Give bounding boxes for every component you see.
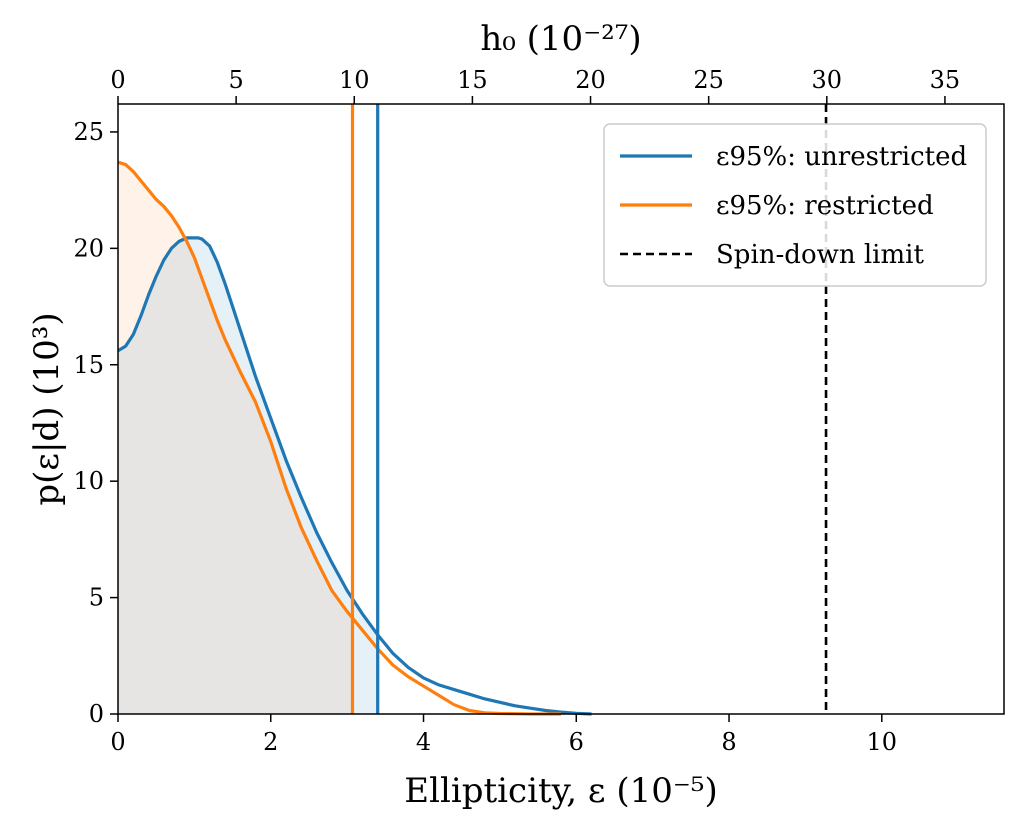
x-axis-title-top: h₀ (10⁻²⁷) — [480, 19, 641, 59]
top-tick-label-3: 15 — [457, 66, 488, 94]
x-tick-label-5: 10 — [867, 728, 898, 756]
series-line-0 — [117, 236, 592, 716]
top-tick-label-2: 10 — [339, 66, 370, 94]
legend: ε95%: unrestricted ε95%: restricted Spin-d… — [603, 123, 987, 287]
top-tick-label-1: 5 — [228, 66, 243, 94]
area-fill-0 — [118, 237, 378, 715]
top-tick-label-0: 0 — [110, 66, 125, 94]
legend-box — [603, 123, 987, 287]
top-tick-label-6: 30 — [812, 66, 843, 94]
area-fill-1 — [118, 162, 353, 714]
vertical-lines — [350, 104, 828, 714]
x-tick-label-3: 6 — [569, 728, 584, 756]
x-tick-label-4: 8 — [721, 728, 736, 756]
plot-frame — [117, 103, 1005, 715]
y-axis-title: p(ε|d) (10³) — [27, 312, 67, 505]
axis-ticks: 0 2 4 6 8 10 0 5 10 15 20 25 30 35 0 5 10 15 20 25 — [73, 66, 960, 756]
area-fills — [118, 162, 378, 715]
x-axis-title-bottom: Ellipticity, ε (10⁻⁵) — [404, 771, 717, 811]
y-tick-label-3: 15 — [73, 351, 104, 379]
legend-label-0: ε95%: unrestricted — [716, 142, 967, 172]
legend-label-2: Spin-down limit — [716, 240, 924, 270]
top-tick-label-4: 20 — [575, 66, 606, 94]
y-tick-label-4: 20 — [73, 234, 104, 262]
y-tick-label-2: 10 — [73, 467, 104, 495]
y-tick-label-5: 25 — [73, 118, 104, 146]
x-tick-label-1: 2 — [263, 728, 278, 756]
top-tick-label-7: 35 — [930, 66, 961, 94]
legend-label-1: ε95%: restricted — [716, 191, 934, 221]
density-curves — [117, 160, 592, 716]
series-line-1 — [117, 160, 561, 716]
top-tick-label-5: 25 — [693, 66, 724, 94]
y-tick-label-0: 0 — [89, 700, 104, 728]
x-tick-label-2: 4 — [416, 728, 431, 756]
y-tick-label-1: 5 — [89, 584, 104, 612]
x-tick-label-0: 0 — [110, 728, 125, 756]
